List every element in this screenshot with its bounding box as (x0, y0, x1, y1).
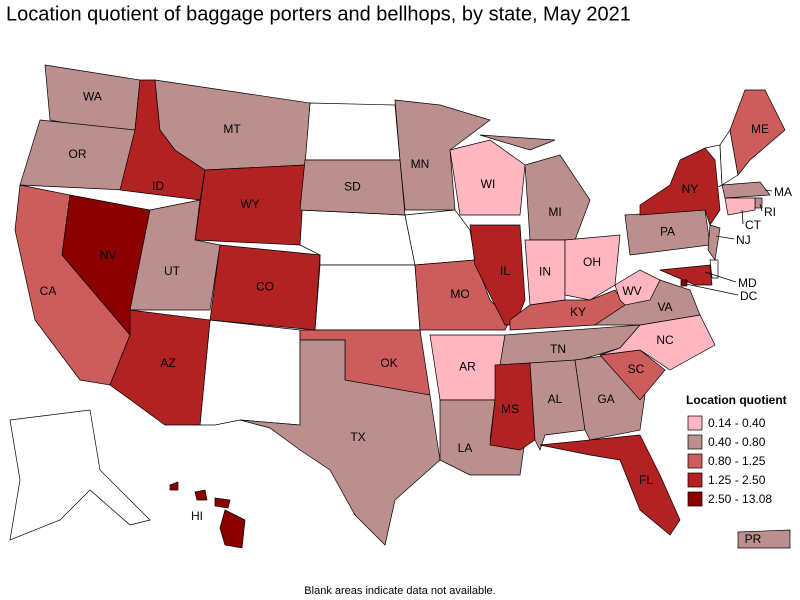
region-label: NC (656, 333, 674, 347)
no-data-region (304, 102, 401, 161)
region-label: MT (223, 122, 241, 136)
leader-line (704, 271, 737, 283)
legend-label: 2.50 - 13.08 (708, 492, 772, 506)
region (194, 164, 306, 246)
no-data-region (199, 319, 301, 426)
region-label: ID (152, 179, 164, 193)
region-label: ME (751, 122, 769, 136)
region-label: KY (570, 305, 586, 319)
region-label: OK (380, 356, 397, 370)
region-label: MO (450, 287, 469, 301)
region (524, 154, 591, 241)
region-label: UT (164, 264, 181, 278)
region-label: VA (657, 300, 672, 314)
leader-line (741, 209, 744, 225)
region (724, 197, 756, 216)
legend-title: Location quotient (686, 393, 787, 407)
region-label: PA (660, 225, 675, 239)
leader-line (685, 283, 739, 296)
region (299, 159, 406, 216)
no-data-region (404, 209, 476, 266)
region (509, 289, 626, 331)
region (239, 339, 441, 546)
region (219, 509, 246, 549)
legend-swatch (687, 453, 703, 469)
region (680, 279, 688, 287)
region-label: TX (350, 430, 365, 444)
region (449, 139, 526, 216)
region-label: RI (764, 205, 776, 219)
region-label: MS (501, 402, 519, 416)
region (729, 89, 786, 176)
legend-swatch (687, 491, 703, 507)
region-label: OR (69, 147, 87, 161)
region (214, 497, 231, 509)
region (614, 269, 661, 306)
region-label: WY (240, 197, 259, 211)
region-label: MD (738, 276, 757, 290)
region-label: PR (745, 532, 762, 546)
region-label: WV (622, 284, 641, 298)
region (169, 481, 179, 491)
region-label: LA (458, 441, 473, 455)
region (639, 147, 721, 226)
region-label: OH (583, 255, 601, 269)
region-label: CA (40, 284, 57, 298)
region (539, 434, 681, 536)
region-label: NJ (736, 233, 751, 247)
legend-swatch (687, 434, 703, 450)
region-label: AR (459, 360, 476, 374)
legend-swatch (687, 472, 703, 488)
region-label: MN (411, 157, 430, 171)
region-label: SC (628, 362, 645, 376)
legend-label: 0.14 - 0.40 (708, 416, 766, 430)
region (721, 181, 771, 199)
region (499, 324, 641, 366)
legend-swatch (687, 415, 703, 431)
map-title: Location quotient of baggage porters and… (6, 3, 631, 25)
region-label: NV (100, 248, 117, 262)
region-label: GA (597, 392, 614, 406)
region-label: AL (548, 392, 563, 406)
region-label: CO (256, 280, 274, 294)
region (479, 134, 556, 151)
region (194, 489, 208, 501)
region-label: NY (682, 182, 699, 196)
region-label: TN (550, 342, 566, 356)
region-label: CT (745, 218, 762, 232)
region-label: MA (774, 185, 792, 199)
legend-label: 0.80 - 1.25 (708, 454, 766, 468)
region-label: FL (639, 473, 653, 487)
region-label: HI (191, 509, 203, 523)
region-label: MI (548, 205, 561, 219)
region (737, 529, 791, 549)
leader-line (759, 203, 763, 212)
footnote: Blank areas indicate data not available. (304, 585, 495, 597)
region-label: AZ (160, 356, 175, 370)
region-label: IN (539, 265, 551, 279)
legend-label: 0.40 - 0.80 (708, 435, 766, 449)
region-label: IL (500, 264, 510, 278)
legend-label: 1.25 - 2.50 (708, 473, 766, 487)
leader-line (715, 235, 735, 240)
region (707, 224, 721, 261)
region (109, 309, 211, 426)
no-data-region (314, 264, 421, 331)
legend: 0.14 - 0.40 0.40 - 0.80 0.80 - 1.25 1.25 - … (687, 415, 772, 507)
region (394, 99, 491, 211)
region-label: WI (481, 177, 496, 191)
no-data-region (9, 409, 151, 541)
regions: WA OR CA NV ID MT WY UT CO AZ SD OK TX MN MO AR LA WI MI IL… (14, 64, 792, 549)
region-label: SD (344, 180, 361, 194)
region-label: DC (740, 289, 758, 303)
region-label: WA (83, 90, 102, 104)
leader-line (764, 189, 773, 192)
region (564, 234, 621, 301)
